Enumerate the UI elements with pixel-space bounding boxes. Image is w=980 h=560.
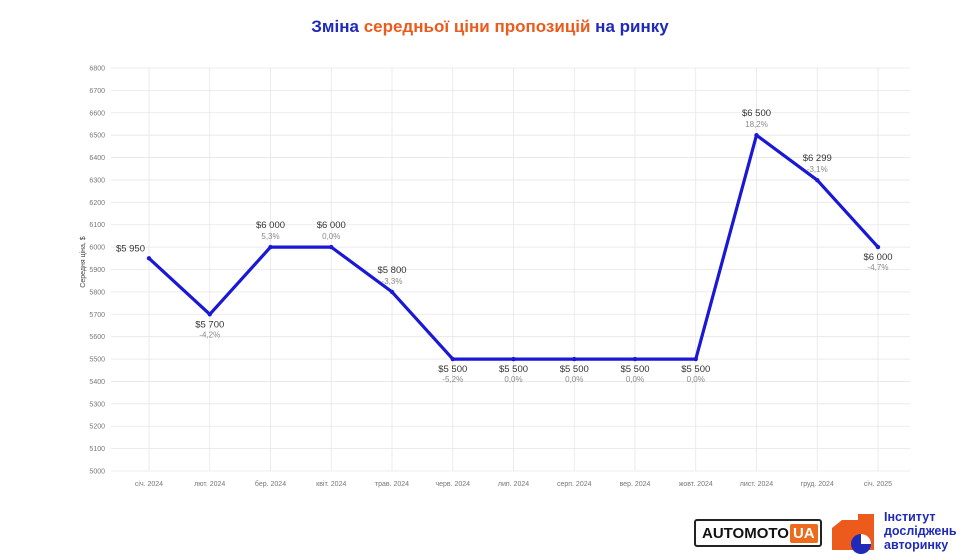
change-label: -5,2% [442, 375, 463, 384]
x-tick-label: лист. 2024 [740, 481, 773, 488]
chart-title: Зміна середньої ціни пропозицій на ринку [0, 17, 980, 37]
automoto-logo: AUTOMOTO UA [694, 519, 822, 547]
data-point [329, 244, 334, 250]
data-point [815, 177, 820, 183]
y-tick-label: 5500 [89, 357, 105, 364]
data-point [875, 244, 881, 250]
data-point [207, 312, 212, 317]
y-tick-label: 6800 [89, 66, 105, 73]
change-label: -4,2% [199, 330, 220, 339]
value-label: $5 500 [620, 364, 649, 375]
value-label: $6 500 [742, 108, 771, 119]
change-label: 0,0% [322, 232, 340, 241]
change-label: 0,0% [565, 375, 583, 384]
x-tick-label: січ. 2024 [135, 480, 163, 488]
y-tick-label: 6600 [89, 110, 105, 117]
x-tick-label: січ. 2025 [864, 480, 892, 488]
data-point [389, 289, 395, 295]
value-label: $5 950 [116, 243, 145, 254]
x-tick-label: вер. 2024 [620, 481, 651, 488]
x-tick-label: бер. 2024 [255, 480, 286, 488]
y-tick-label: 6300 [89, 177, 105, 184]
title-part-3: на ринку [590, 17, 669, 36]
y-tick-label: 5900 [89, 267, 105, 274]
data-point [146, 256, 152, 261]
data-point [754, 132, 759, 138]
y-tick-label: 5700 [89, 312, 105, 319]
x-tick-label: жовт. 2024 [679, 481, 713, 488]
data-points [146, 132, 881, 362]
x-tick-label: квіт. 2024 [316, 480, 346, 488]
y-axis-ticks: 5000 5100 5200 5300 5400 5500 5600 5700 5800 5900… [89, 66, 105, 476]
data-point [632, 356, 638, 362]
x-tick-label: трав. 2024 [375, 481, 409, 488]
value-label: $5 700 [195, 319, 224, 330]
y-tick-label: 5600 [89, 334, 105, 341]
y-tick-label: 5400 [89, 379, 105, 386]
x-tick-label: лют. 2024 [194, 481, 225, 488]
change-label: -3,1% [807, 165, 828, 174]
change-label: 0,0% [504, 375, 522, 384]
data-point [693, 356, 698, 362]
value-label: $6 299 [803, 153, 832, 164]
automoto-logo-ua: UA [789, 523, 818, 543]
y-tick-label: 5300 [89, 401, 105, 408]
value-label: $5 500 [438, 364, 467, 375]
y-tick-label: 5100 [89, 446, 105, 453]
change-label: 5,3% [261, 232, 279, 241]
value-label: $5 800 [377, 265, 406, 276]
x-tick-label: серп. 2024 [557, 481, 592, 488]
y-tick-label: 6100 [89, 222, 105, 229]
y-tick-label: 5000 [89, 469, 105, 476]
data-point [450, 356, 455, 362]
y-tick-label: 6500 [89, 133, 105, 140]
y-tick-label: 6400 [89, 155, 105, 162]
institute-line-1: Інститут [884, 510, 936, 524]
y-tick-label: 6000 [89, 245, 105, 252]
data-point [268, 244, 273, 250]
y-axis-label: Середня ціна, $ [79, 236, 87, 287]
data-point [572, 356, 577, 362]
value-label: $5 500 [499, 364, 528, 375]
institute-line-3: авторинку [884, 538, 949, 552]
value-label: $5 500 [560, 364, 589, 375]
change-label: -3,3% [382, 277, 403, 286]
institute-logo: Інститут досліджень авторинку [828, 508, 978, 556]
value-label: $6 000 [317, 220, 346, 231]
y-tick-label: 6700 [89, 88, 105, 95]
change-label: -4,7% [868, 263, 889, 272]
x-tick-label: черв. 2024 [435, 481, 470, 488]
x-tick-label: лип. 2024 [498, 481, 529, 488]
x-tick-label: груд. 2024 [801, 481, 834, 488]
line-chart: 5000 5100 5200 5300 5400 5500 5600 5700 5800 5900… [79, 66, 910, 488]
y-tick-label: 5200 [89, 424, 105, 431]
value-label: $5 500 [681, 364, 710, 375]
value-label: $6 000 [256, 220, 285, 231]
grid-lines [111, 67, 910, 472]
institute-logo-icon [832, 514, 874, 554]
title-part-2: середньої ціни пропозицій [363, 17, 591, 36]
change-label: 18,2% [745, 120, 768, 129]
data-point [511, 356, 516, 362]
value-label: $6 000 [863, 252, 892, 263]
institute-line-2: досліджень [884, 524, 957, 538]
change-label: 0,0% [626, 375, 644, 384]
y-tick-label: 5800 [89, 289, 105, 296]
title-part-1: Зміна [311, 17, 364, 36]
institute-logo-text: Інститут досліджень авторинку [884, 510, 957, 552]
automoto-logo-text: AUTOMOTO [702, 524, 789, 542]
x-axis-ticks: січ. 2024 лют. 2024 бер. 2024 квіт. 2024 тра… [135, 480, 892, 488]
change-label: 0,0% [687, 375, 705, 384]
y-tick-label: 6200 [89, 200, 105, 207]
